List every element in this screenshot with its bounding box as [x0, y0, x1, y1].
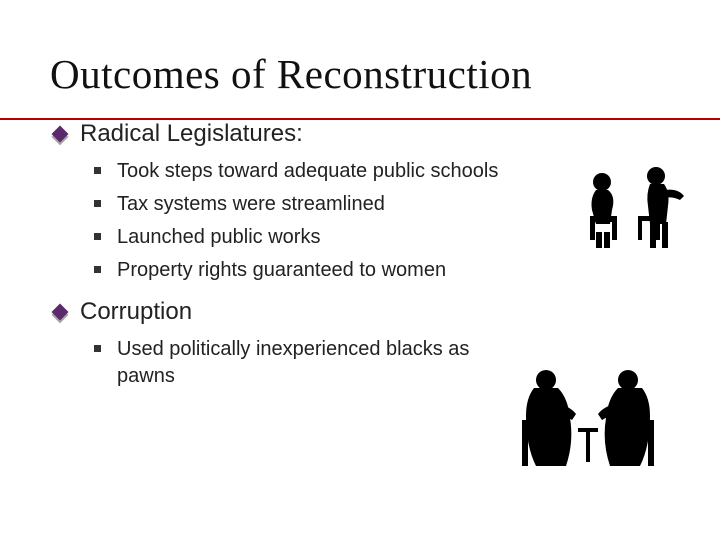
item-text: Launched public works [117, 224, 320, 251]
square-bullet-icon [94, 167, 101, 174]
square-bullet-icon [94, 233, 101, 240]
children-silhouette-icon [572, 160, 692, 270]
slide-title: Outcomes of Reconstruction [50, 50, 680, 98]
seated-women-silhouette-icon [504, 358, 674, 488]
diamond-bullet-icon [52, 304, 69, 321]
square-bullet-icon [94, 200, 101, 207]
section-label: Corruption [80, 298, 192, 326]
item-text: Used politically inexperienced blacks as… [117, 336, 477, 390]
square-bullet-icon [94, 345, 101, 352]
square-bullet-icon [94, 266, 101, 273]
item-text: Took steps toward adequate public school… [117, 158, 498, 185]
section-label: Radical Legislatures: [80, 120, 303, 148]
item-text: Property rights guaranteed to women [117, 257, 446, 284]
item-text: Tax systems were streamlined [117, 191, 385, 218]
diamond-bullet-icon [52, 126, 69, 143]
title-underline [0, 118, 720, 120]
